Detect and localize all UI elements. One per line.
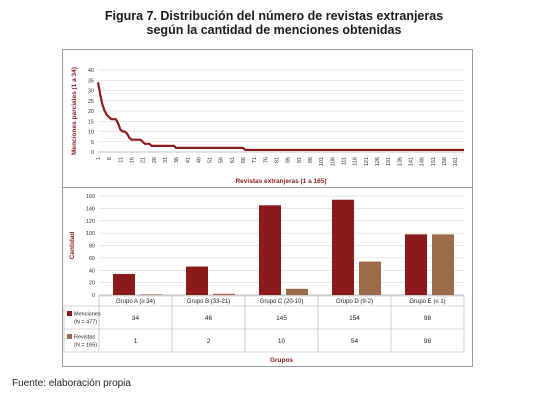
table-cell-value: 98 <box>424 338 432 345</box>
bar-y-tick-label: 140 <box>86 206 95 212</box>
figure-title: Figura 7. Distribución del número de rev… <box>0 9 548 37</box>
bar <box>140 294 162 295</box>
bar-category-label: Grupo C (20-10) <box>260 299 304 305</box>
line-x-tick-label: 106 <box>330 157 336 166</box>
bar-category-label: Grupo A (≥ 34) <box>116 299 155 305</box>
table-cell-value: 2 <box>207 338 211 345</box>
line-y-tick-label: 20 <box>88 109 94 115</box>
table-cell-value: 34 <box>132 315 140 322</box>
line-x-tick-label: 141 <box>408 157 414 166</box>
bar-y-tick-label: 60 <box>89 256 95 262</box>
legend-swatch <box>67 334 72 339</box>
line-x-tick-label: 76 <box>263 157 269 163</box>
line-x-tick-label: 81 <box>275 157 281 163</box>
bar <box>432 234 454 295</box>
bar-y-tick-label: 0 <box>92 293 95 299</box>
legend-series-note: (N = 165) <box>74 343 97 349</box>
line-x-tick-label: 41 <box>185 157 191 163</box>
line-y-tick-label: 15 <box>88 119 94 125</box>
line-x-tick-label: 126 <box>375 157 381 166</box>
line-x-tick-label: 146 <box>420 157 426 166</box>
line-x-tick-label: 16 <box>129 157 135 163</box>
figure-title-line-2: según la cantidad de menciones obtenidas <box>146 23 402 37</box>
line-x-tick-label: 101 <box>319 157 325 166</box>
line-series <box>96 82 464 152</box>
figure-frame <box>62 49 473 367</box>
legend-series-note: (N = 477) <box>74 320 97 326</box>
bar-category-label: Grupo E (≤ 1) <box>409 299 445 305</box>
line-y-tick-label: 10 <box>88 130 94 136</box>
table-cell-value: 54 <box>351 338 359 345</box>
line-x-tick-label: 36 <box>174 157 180 163</box>
line-x-tick-label: 66 <box>241 157 247 163</box>
line-x-tick-label: 61 <box>230 157 236 163</box>
line-x-tick-label: 71 <box>252 157 258 163</box>
line-x-tick-label: 116 <box>353 157 359 166</box>
bar <box>113 273 135 295</box>
line-y-tick-label: 5 <box>91 140 94 146</box>
bar-y-tick-label: 120 <box>86 219 95 225</box>
line-x-tick-label: 21 <box>141 157 147 163</box>
line-x-tick-label: 96 <box>308 157 314 163</box>
bar <box>286 288 308 295</box>
line-x-tick-label: 56 <box>219 157 225 163</box>
table-cell-value: 1 <box>134 338 138 345</box>
line-x-tick-label: 161 <box>453 157 459 166</box>
bar-x-axis-label: Grupos <box>270 357 293 364</box>
table-cell-value: 98 <box>424 315 432 322</box>
line-x-tick-label: 1 <box>96 157 102 160</box>
line-y-tick-label: 25 <box>88 99 94 105</box>
line-x-tick-label: 31 <box>163 157 169 163</box>
bar-y-tick-label: 40 <box>89 268 95 274</box>
panel-divider <box>62 187 473 188</box>
table-cell-value: 154 <box>349 315 360 322</box>
line-y-tick-label: 30 <box>88 89 94 95</box>
bar <box>332 199 354 295</box>
bar <box>186 266 208 295</box>
line-x-tick-label: 51 <box>208 157 214 163</box>
bar-y-tick-label: 20 <box>89 281 95 287</box>
line-x-tick-label: 46 <box>196 157 202 163</box>
line-x-tick-label: 6 <box>107 157 113 160</box>
line-x-tick-label: 121 <box>364 157 370 166</box>
table-cell-value: 46 <box>205 315 213 322</box>
legend-swatch <box>67 311 72 316</box>
line-y-tick-label: 0 <box>91 150 94 156</box>
line-x-tick-label: 151 <box>431 157 437 166</box>
line-x-tick-label: 86 <box>286 157 292 163</box>
bar <box>359 261 381 295</box>
legend-series-name: Revistas <box>74 335 95 341</box>
line-y-tick-label: 40 <box>88 68 94 74</box>
line-x-axis-label: Revistas extranjeras (1 a 165) <box>235 178 326 185</box>
bar-y-tick-label: 80 <box>89 244 95 250</box>
source-note: Fuente: elaboración propia <box>12 378 131 389</box>
bar-y-tick-label: 100 <box>86 231 95 237</box>
bar-category-label: Grupo D (9-2) <box>336 299 373 305</box>
legend-series-name: Menciones <box>74 312 101 318</box>
table-cell-value: 145 <box>276 315 287 322</box>
bar <box>259 205 281 295</box>
figure-title-line-1: Figura 7. Distribución del número de rev… <box>104 9 444 23</box>
line-x-tick-label: 26 <box>152 157 158 163</box>
bar <box>213 293 235 295</box>
line-x-tick-label: 11 <box>118 157 124 163</box>
line-x-tick-label: 136 <box>397 157 403 166</box>
table-cell-value: 10 <box>278 338 286 345</box>
line-y-tick-label: 35 <box>88 78 94 84</box>
line-x-tick-label: 156 <box>442 157 448 166</box>
bar <box>405 234 427 295</box>
bar-y-axis-label: Cantidad <box>69 232 76 260</box>
bar-y-tick-label: 160 <box>86 194 95 200</box>
line-x-tick-label: 111 <box>341 157 347 165</box>
line-x-tick-label: 131 <box>386 157 392 166</box>
line-x-tick-label: 91 <box>297 157 303 163</box>
line-y-axis-label: Menciones parciales (1 a 34) <box>71 67 78 155</box>
bar-category-label: Grupo B (33-21) <box>187 299 230 305</box>
